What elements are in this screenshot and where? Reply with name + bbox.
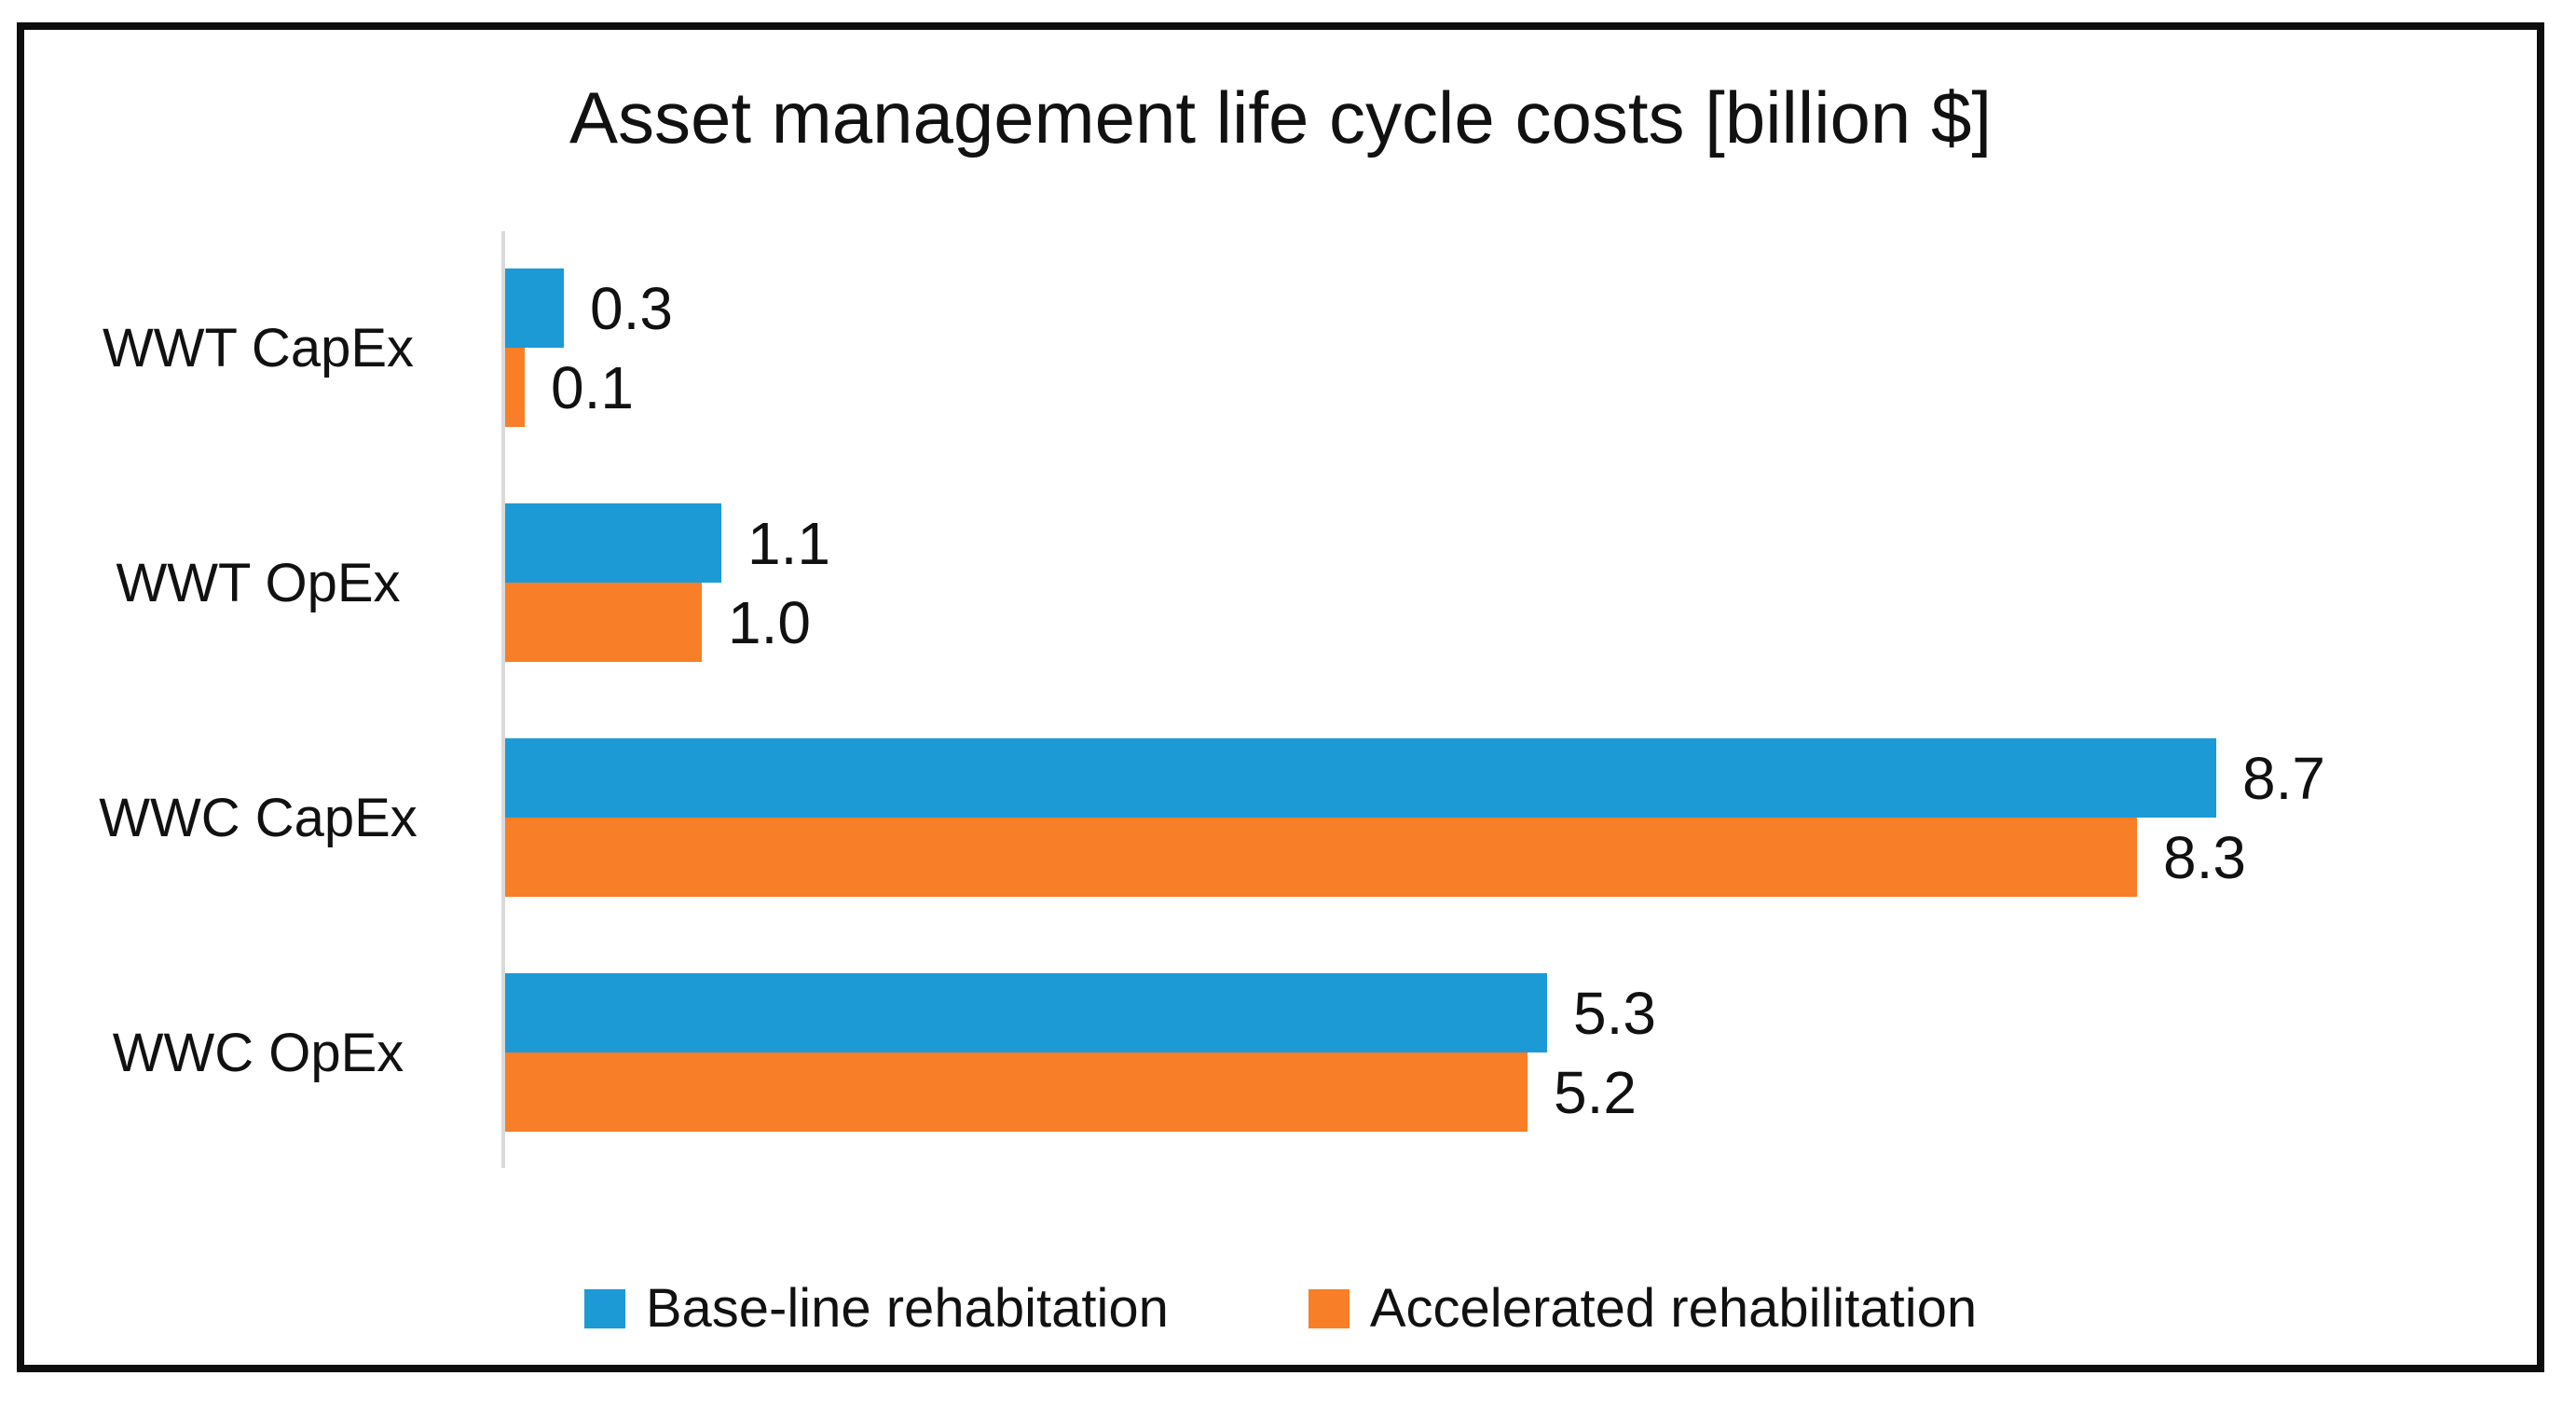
legend-item-base-line-rehabitation: Base-line rehabitation (583, 1277, 1169, 1340)
value-label-accelerated-rehabilitation-wwc-capex: 8.3 (2163, 823, 2246, 891)
legend: Base-line rehabitation Accelerated rehabi… (24, 1277, 2537, 1340)
bar-accelerated-rehabilitation-wwc-capex (505, 818, 2137, 897)
value-label-base-line-rehabitation-wwt-opex: 1.1 (747, 509, 830, 577)
bar-base-line-rehabitation-wwc-opex (505, 973, 1547, 1052)
legend-label: Base-line rehabitation (645, 1278, 1169, 1339)
chart-title: Asset management life cycle costs [billi… (569, 76, 1993, 158)
bar-accelerated-rehabilitation-wwc-opex (505, 1052, 1528, 1132)
bar-base-line-rehabitation-wwc-capex (505, 738, 2216, 818)
category-label-wwc-opex: WWC OpEx (112, 1022, 404, 1083)
category-label-wwc-capex: WWC CapEx (99, 787, 418, 848)
value-label-base-line-rehabitation-wwc-opex: 5.3 (1573, 979, 1656, 1047)
plot-area: 0.3 0.1 WWT CapEx 1.1 1.0 WWT OpEx 8.7 8.3 WWC C… (24, 30, 2537, 1365)
bar-base-line-rehabitation-wwt-opex (505, 503, 721, 583)
bar-accelerated-rehabilitation-wwt-opex (505, 583, 702, 662)
value-label-base-line-rehabitation-wwt-capex: 0.3 (590, 274, 673, 342)
value-label-base-line-rehabitation-wwc-capex: 8.7 (2242, 744, 2325, 812)
value-label-accelerated-rehabilitation-wwt-opex: 1.0 (728, 588, 811, 656)
category-axis-line (501, 231, 505, 1168)
category-label-wwt-opex: WWT OpEx (116, 552, 401, 613)
bar-accelerated-rehabilitation-wwt-capex (505, 348, 525, 427)
category-label-wwt-capex: WWT CapEx (102, 317, 415, 378)
legend-swatch-accelerated-rehabilitation (1308, 1288, 1350, 1328)
value-label-accelerated-rehabilitation-wwc-opex: 5.2 (1554, 1058, 1637, 1126)
legend-swatch-base-line-rehabitation (583, 1288, 625, 1328)
chart-frame: Asset management life cycle costs [billi… (17, 22, 2544, 1372)
value-label-accelerated-rehabilitation-wwt-capex: 0.1 (551, 353, 634, 421)
legend-label: Accelerated rehabilitation (1369, 1278, 1978, 1339)
bar-base-line-rehabitation-wwt-capex (505, 268, 564, 348)
legend-item-accelerated-rehabilitation: Accelerated rehabilitation (1308, 1277, 1978, 1340)
